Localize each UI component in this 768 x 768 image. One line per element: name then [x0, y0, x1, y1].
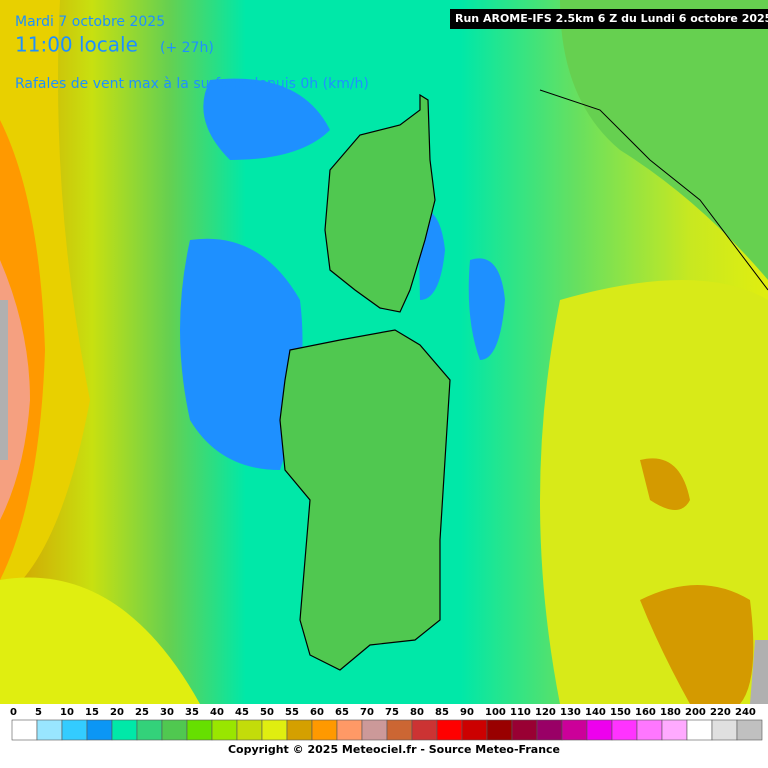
legend-swatch: [61, 719, 88, 741]
legend-swatch: [311, 719, 338, 741]
legend-label: 110: [510, 707, 531, 718]
legend-swatch: [286, 719, 313, 741]
legend-label: 90: [460, 707, 474, 718]
legend-label: 160: [635, 707, 656, 718]
legend-swatch: [661, 719, 688, 741]
legend: 0 5 10 15 20 25 30 35 40 45 50 55 60 65 70 75 80 85 90 100 1…: [10, 707, 763, 741]
legend-swatch: [136, 719, 163, 741]
legend-swatch: [461, 719, 488, 741]
legend-swatch: [261, 719, 288, 741]
legend-label: 120: [535, 707, 556, 718]
legend-label: 20: [110, 707, 124, 718]
offset: (+ 27h): [160, 40, 214, 56]
legend-label: 150: [610, 707, 631, 718]
legend-label: 30: [160, 707, 174, 718]
legend-label: 60: [310, 707, 324, 718]
legend-swatch: [386, 719, 413, 741]
legend-label: 45: [235, 707, 249, 718]
legend-label: 70: [360, 707, 374, 718]
time: 11:00 locale: [15, 33, 138, 57]
legend-label: 10: [60, 707, 74, 718]
legend-swatch: [736, 719, 763, 741]
legend-label: 180: [660, 707, 681, 718]
legend-swatch: [536, 719, 563, 741]
date: Mardi 7 octobre 2025: [15, 14, 165, 30]
legend-label: 65: [335, 707, 349, 718]
legend-swatch: [611, 719, 638, 741]
legend-label: 240: [735, 707, 756, 718]
run-info: Run AROME-IFS 2.5km 6 Z du Lundi 6 octob…: [455, 12, 768, 25]
legend-swatch: [686, 719, 713, 741]
legend-swatch: [11, 719, 38, 741]
legend-label: 85: [435, 707, 449, 718]
legend-label: 50: [260, 707, 274, 718]
legend-swatch: [361, 719, 388, 741]
legend-swatch: [586, 719, 613, 741]
legend-swatch: [436, 719, 463, 741]
legend-swatch: [636, 719, 663, 741]
legend-label: 15: [85, 707, 99, 718]
legend-label: 200: [685, 707, 706, 718]
legend-swatch: [186, 719, 213, 741]
legend-label: 130: [560, 707, 581, 718]
map-area: [0, 0, 768, 704]
copyright: Copyright © 2025 Meteociel.fr - Source M…: [228, 743, 560, 756]
legend-swatch: [511, 719, 538, 741]
legend-swatch: [411, 719, 438, 741]
map-title: Rafales de vent max à la surface depuis …: [15, 76, 369, 92]
legend-swatch: [86, 719, 113, 741]
legend-label: 75: [385, 707, 399, 718]
legend-swatch: [36, 719, 63, 741]
legend-label: 25: [135, 707, 149, 718]
legend-swatch: [486, 719, 513, 741]
legend-swatch: [711, 719, 738, 741]
legend-swatch: [561, 719, 588, 741]
legend-label: 80: [410, 707, 424, 718]
legend-swatch: [236, 719, 263, 741]
legend-label: 0: [10, 707, 17, 718]
legend-swatch: [336, 719, 363, 741]
legend-label: 55: [285, 707, 299, 718]
legend-label: 40: [210, 707, 224, 718]
legend-swatch: [211, 719, 238, 741]
legend-label: 35: [185, 707, 199, 718]
legend-label: 220: [710, 707, 731, 718]
legend-swatch: [161, 719, 188, 741]
legend-label: 5: [35, 707, 42, 718]
legend-label: 140: [585, 707, 606, 718]
legend-swatch: [111, 719, 138, 741]
legend-label: 100: [485, 707, 506, 718]
